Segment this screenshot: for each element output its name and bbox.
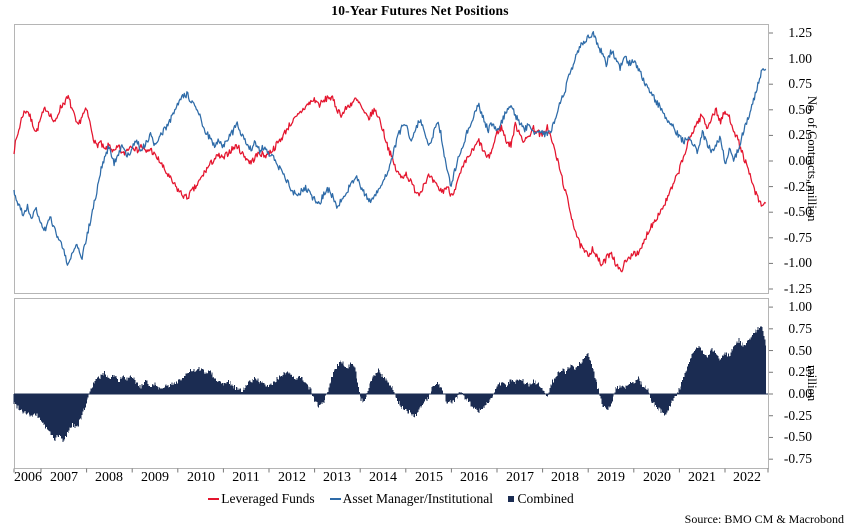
x-tick-label: 2012	[278, 470, 306, 485]
y-tick-label: 0.25	[788, 364, 812, 379]
y-tick-label: -0.25	[783, 179, 812, 194]
x-tick-label: 2009	[141, 470, 169, 485]
legend-label-asset-manager: Asset Manager/Institutional	[342, 491, 493, 506]
x-tick-label: 2018	[551, 470, 579, 485]
legend: Leveraged Funds Asset Manager/Institutio…	[14, 491, 768, 507]
y-tick-label: 0.75	[788, 76, 812, 91]
x-tick-label: 2013	[323, 470, 351, 485]
y-tick-label: -0.75	[783, 230, 812, 245]
red-line-swatch-icon	[208, 497, 220, 501]
x-tick-label: 2008	[95, 470, 123, 485]
y-tick-label: -0.25	[783, 408, 812, 423]
x-tick-label: 2007	[50, 470, 78, 485]
chart-title: 10-Year Futures Net Positions	[331, 3, 509, 18]
y-axis-title-bottom: million	[805, 364, 819, 402]
blue-line-swatch-icon	[329, 497, 341, 501]
y-tick-label: 1.25	[788, 25, 812, 40]
y-tick-label: 0.75	[788, 321, 812, 336]
y-tick-label: 0.00	[788, 153, 812, 168]
legend-item-combined: Combined	[507, 491, 574, 507]
x-tick-label: 2019	[597, 470, 625, 485]
source-credit: Source: BMO CM & Macrobond	[684, 512, 844, 526]
x-tick-label: 2017	[506, 470, 534, 485]
x-tick-label: 2015	[415, 470, 443, 485]
y-tick-label: 0.50	[788, 343, 812, 358]
x-tick-label: 2006	[14, 470, 42, 485]
y-tick-label: -0.50	[783, 429, 812, 444]
legend-item-asset-manager: Asset Manager/Institutional	[329, 491, 493, 507]
legend-label-combined: Combined	[517, 491, 574, 506]
y-tick-label: 0.00	[788, 386, 812, 401]
y-tick-label: 1.00	[788, 51, 812, 66]
y-tick-label: -0.50	[783, 204, 812, 219]
y-axis-title-top: No. of Contracts, million	[805, 95, 819, 222]
y-tick-label: 0.25	[788, 127, 812, 142]
x-tick-label: 2016	[460, 470, 488, 485]
y-tick-label: 1.00	[788, 299, 812, 314]
legend-label-leveraged-funds: Leveraged Funds	[221, 491, 315, 506]
y-tick-label: -1.25	[783, 281, 812, 296]
y-tick-label: 0.50	[788, 102, 812, 117]
x-tick-label: 2020	[643, 470, 671, 485]
navy-square-swatch-icon	[507, 495, 515, 503]
x-tick-label: 2010	[187, 470, 215, 485]
x-tick-label: 2014	[369, 470, 397, 485]
legend-item-leveraged-funds: Leveraged Funds	[208, 491, 315, 507]
x-tick-label: 2021	[688, 470, 716, 485]
y-tick-label: -0.75	[783, 451, 812, 466]
x-tick-label: 2011	[232, 470, 260, 485]
x-tick-label: 2022	[733, 470, 761, 485]
y-tick-label: -1.00	[783, 255, 812, 270]
